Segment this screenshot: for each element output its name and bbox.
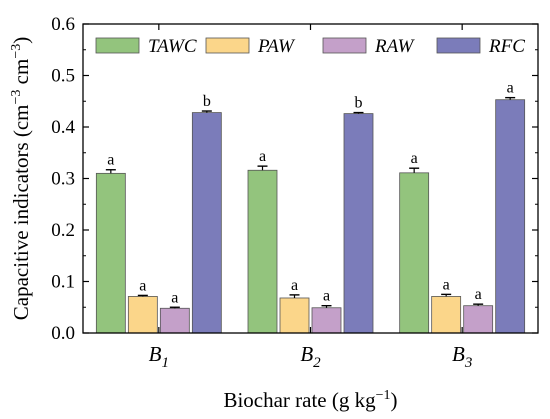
y-tick-label: 0.0 xyxy=(51,323,75,344)
significance-label: a xyxy=(139,277,146,294)
legend-label-paw: PAW xyxy=(257,36,296,57)
plot-layer: a a a b a a a b a a a a xyxy=(95,80,526,334)
significance-label: a xyxy=(107,152,114,169)
bar-tawc xyxy=(247,169,278,334)
bar-tawc xyxy=(399,172,430,334)
y-tick-label: 0.6 xyxy=(51,14,75,35)
x-tick-label: B1 xyxy=(149,342,169,371)
legend-swatch-rfc xyxy=(436,37,481,54)
x-axis: B1 B2 B3 xyxy=(149,24,472,371)
significance-label: a xyxy=(411,150,418,167)
significance-label: a xyxy=(171,289,178,306)
bar-paw xyxy=(127,296,158,334)
significance-label: b xyxy=(203,93,211,110)
legend-label-rfc: RFC xyxy=(488,36,525,57)
bar-tawc xyxy=(95,172,126,334)
bar-raw xyxy=(159,307,190,334)
bar-rfc xyxy=(191,112,222,334)
y-tick-label: 0.4 xyxy=(51,117,75,138)
significance-label: a xyxy=(443,276,450,293)
legend-swatch-paw xyxy=(205,37,250,54)
significance-label: a xyxy=(475,286,482,303)
legend: TAWC PAW RAW RFC xyxy=(95,36,525,57)
x-axis-title: Biochar rate (g kg−1) xyxy=(223,388,397,412)
legend-swatch-raw xyxy=(322,37,367,54)
y-tick-label: 0.5 xyxy=(51,66,75,87)
x-tick-label: B3 xyxy=(452,342,472,371)
significance-label: b xyxy=(355,95,363,112)
bar-paw xyxy=(279,297,310,334)
legend-swatch-tawc xyxy=(95,37,140,54)
y-tick-label: 0.1 xyxy=(51,272,75,293)
significance-label: a xyxy=(291,277,298,294)
x-tick-label: B2 xyxy=(300,342,321,371)
significance-label: a xyxy=(323,288,330,305)
bar-rfc xyxy=(343,113,374,334)
plot-frame xyxy=(82,23,539,334)
y-tick-label: 0.3 xyxy=(51,169,75,190)
bar-raw xyxy=(463,305,494,334)
legend-label-raw: RAW xyxy=(374,36,416,57)
bar-raw xyxy=(311,307,342,334)
y-axis: 0.0 0.1 0.2 0.3 0.4 0.5 0.6 xyxy=(51,14,538,344)
significance-label: a xyxy=(259,148,266,165)
legend-label-tawc: TAWC xyxy=(148,36,197,57)
y-axis-title: Capacitive indicators (cm−3 cm−3) xyxy=(9,37,33,320)
bar-paw xyxy=(431,296,462,334)
bar-rfc xyxy=(495,99,526,334)
significance-label: a xyxy=(507,80,514,97)
y-tick-label: 0.2 xyxy=(51,220,75,241)
